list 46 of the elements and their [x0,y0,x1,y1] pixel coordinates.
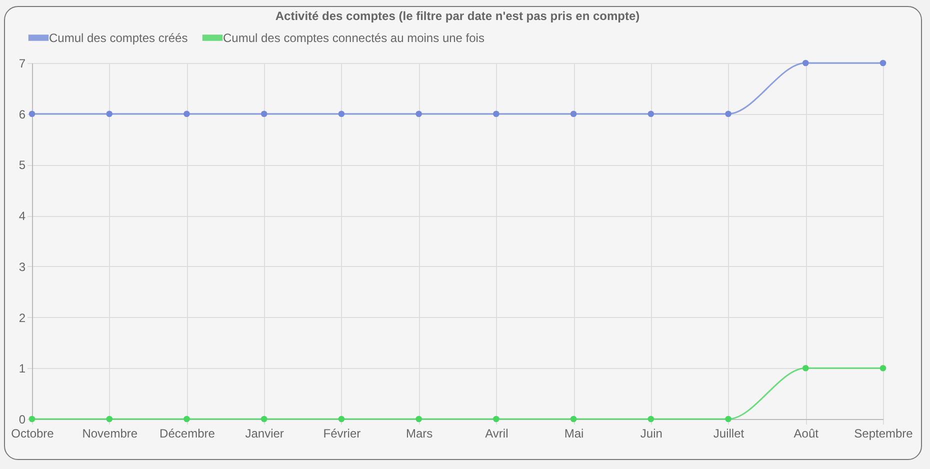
point [493,416,500,422]
x-tick-label: Janvier [245,426,284,440]
point [570,416,577,422]
x-tick-label: Avril [485,426,508,440]
point [28,416,36,422]
x-tick-label: Septembre [854,426,914,440]
point [416,416,422,422]
point [106,416,113,422]
x-tick-label: Juillet [713,426,745,440]
point [106,110,113,118]
y-tick-label: 6 [18,107,26,122]
y-tick-label: 5 [18,158,26,172]
x-tick-label: Février [323,426,361,440]
point [570,110,577,118]
y-tick-label: 2 [18,310,26,325]
chart-title: Activité des comptes (le filtre par date n'est pas pris en compte) [275,9,640,23]
y-tick-label: 0 [18,412,26,426]
point [493,110,500,118]
y-tick-label: 3 [18,260,26,274]
point [725,416,732,422]
point [880,364,886,372]
x-tick-label: Décembre [160,426,216,440]
point [880,60,886,66]
x-tick-label: Juin [640,426,662,440]
y-tick-label: 4 [18,209,26,224]
y-tick-label: 7 [18,56,26,70]
point [648,416,654,422]
point [725,110,732,118]
point [260,110,268,118]
x-tick-label: Mars [406,426,433,440]
point [802,364,809,372]
point [338,416,345,422]
x-tick-label: Novembre [82,426,138,440]
x-tick-label: Mai [564,426,584,440]
point [416,110,422,118]
x-tick-label: Octobre [11,426,54,440]
point [184,110,190,118]
point [802,60,809,66]
point [648,110,654,118]
x-tick-label: Août [794,426,820,440]
point [338,110,345,118]
point [260,416,268,422]
point [184,416,190,422]
y-tick-label: 1 [18,362,26,376]
legend-label: Cumul des comptes connectés au moins une fois [223,30,484,45]
legend-label: Cumul des comptes créés [49,30,188,45]
